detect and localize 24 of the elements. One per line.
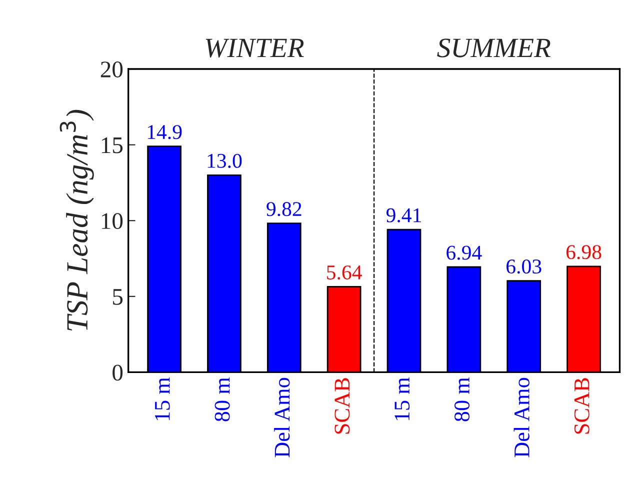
x-tick-label: 80 m [454,377,470,422]
x-tick-label: 15 m [154,377,170,420]
x-tick-label: 80 m [214,377,230,422]
data-label: 5.64 [327,265,362,280]
y-tick-label: 20 [100,62,123,78]
data-label: 14.9 [148,125,182,140]
x-tick-label: Del Amo [274,378,290,458]
data-label: 6.94 [446,246,482,260]
y-tick-label: 15 [102,137,123,154]
y-tick-label: 10 [102,213,123,230]
x-tick-label: SCAB [574,378,590,434]
data-label: 6.03 [506,259,542,274]
text: SUMMER [437,38,551,58]
x-tick-label: 15 m [394,377,410,420]
data-label: 9.41 [386,208,421,222]
data-label: 13.0 [208,154,242,168]
data-label: 9.82 [266,202,302,216]
x-tick-label: Del Amo [514,378,530,458]
y-tick-label: 5 [113,289,123,305]
y-axis-title: TSP Lead (ng/m$^{3}$) [60,110,94,330]
y-tick-label: 0 [112,364,123,381]
text: WINTER [206,38,304,58]
x-tick-label: SCAB [334,378,350,434]
data-label: 6.98 [566,245,602,260]
